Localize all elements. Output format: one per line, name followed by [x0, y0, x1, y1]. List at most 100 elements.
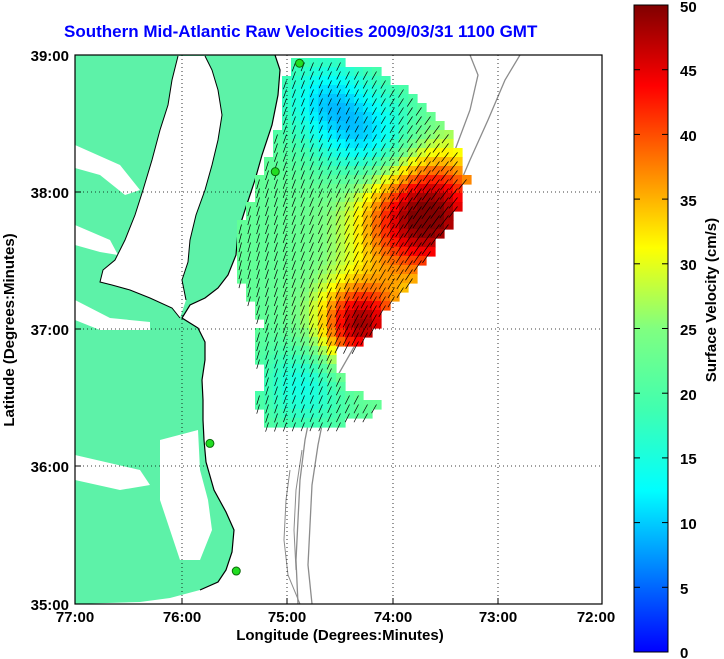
velocity-cell	[381, 148, 391, 158]
velocity-cell	[336, 238, 346, 248]
velocity-cell	[318, 184, 328, 194]
velocity-arrow	[387, 287, 395, 299]
velocity-arrow	[389, 152, 395, 161]
velocity-arrow	[327, 134, 332, 143]
velocity-cell	[300, 103, 310, 113]
velocity-arrow	[336, 134, 341, 142]
velocity-arrow	[247, 215, 251, 226]
velocity-cell	[318, 211, 328, 221]
velocity-arrow	[396, 260, 404, 272]
velocity-arrow	[369, 287, 377, 299]
velocity-arrow	[380, 125, 386, 133]
velocity-cell	[318, 418, 328, 428]
velocity-arrow	[291, 188, 296, 198]
velocity-arrow	[361, 215, 368, 227]
velocity-cell	[264, 274, 274, 284]
velocity-arrow	[344, 242, 350, 253]
velocity-cell	[417, 148, 427, 158]
velocity-cell	[273, 283, 283, 293]
velocity-arrow	[371, 404, 377, 414]
velocity-cell	[426, 193, 436, 203]
velocity-cell	[444, 157, 454, 167]
velocity-arrow	[334, 287, 341, 299]
velocity-arrow	[265, 314, 269, 325]
velocity-arrow	[336, 107, 341, 115]
velocity-cell	[327, 418, 337, 428]
velocity-arrow	[309, 413, 314, 423]
velocity-cell	[345, 238, 355, 248]
velocity-cell	[318, 409, 328, 419]
velocity-arrow	[317, 260, 323, 271]
velocity-arrow	[256, 341, 260, 351]
velocity-arrow	[309, 278, 314, 289]
velocity-cell	[291, 328, 301, 338]
velocity-arrow	[371, 98, 377, 107]
velocity-arrow	[326, 197, 332, 208]
velocity-cell	[390, 229, 400, 239]
velocity-arrow	[415, 116, 422, 125]
velocity-cell	[264, 220, 274, 230]
velocity-cell	[264, 328, 274, 338]
velocity-arrow	[336, 404, 341, 414]
velocity-cell	[435, 166, 445, 176]
velocity-arrow	[351, 305, 359, 319]
velocity-cell	[381, 175, 391, 185]
velocity-cell	[300, 391, 310, 401]
velocity-arrow	[265, 278, 269, 289]
velocity-arrow	[345, 125, 350, 133]
velocity-cell	[390, 121, 400, 131]
velocity-cell	[381, 76, 391, 86]
velocity-cell	[309, 328, 319, 338]
velocity-arrow	[309, 341, 314, 352]
velocity-cell	[273, 157, 283, 167]
velocity-cell	[237, 229, 247, 239]
velocity-arrow	[256, 224, 260, 235]
velocity-arrow	[351, 314, 359, 328]
y-tick-label: 39:00	[31, 48, 69, 65]
velocity-cell	[273, 328, 283, 338]
velocity-cell	[336, 229, 346, 239]
colorbar-tick-label: 25	[680, 322, 697, 339]
velocity-cell	[255, 229, 265, 239]
velocity-arrow	[372, 134, 377, 142]
velocity-arrow	[326, 242, 332, 253]
velocity-cell	[426, 157, 436, 167]
velocity-arrow	[369, 224, 377, 236]
velocity-cell	[264, 373, 274, 383]
velocity-cell	[381, 85, 391, 95]
velocity-cell	[381, 238, 391, 248]
velocity-arrow	[273, 287, 278, 298]
velocity-arrow	[345, 80, 350, 89]
velocity-arrow	[291, 125, 296, 135]
velocity-arrow	[309, 260, 314, 271]
velocity-cell	[363, 67, 373, 77]
velocity-cell	[327, 157, 337, 167]
velocity-cell	[255, 292, 265, 302]
velocity-arrow	[291, 152, 296, 162]
velocity-cell	[354, 130, 364, 140]
velocity-arrow	[301, 116, 305, 125]
velocity-cell	[408, 274, 418, 284]
velocity-arrow	[389, 89, 395, 98]
velocity-cell	[336, 76, 346, 86]
velocity-cell	[291, 148, 301, 158]
velocity-arrow	[318, 62, 323, 71]
velocity-arrow	[353, 197, 359, 208]
velocity-arrow	[300, 242, 305, 253]
velocity-cell	[381, 220, 391, 230]
velocity-arrow	[430, 233, 440, 246]
velocity-cell	[282, 301, 292, 311]
velocity-cell	[309, 265, 319, 275]
velocity-cell	[318, 256, 328, 266]
velocity-arrow	[327, 125, 332, 133]
velocity-cell	[327, 283, 337, 293]
velocity-cell	[327, 310, 337, 320]
velocity-cell	[273, 220, 283, 230]
velocity-cell	[336, 310, 346, 320]
velocity-arrow	[335, 206, 341, 217]
velocity-arrow	[354, 98, 359, 106]
velocity-cell	[300, 121, 310, 131]
velocity-arrow	[265, 197, 269, 208]
velocity-cell	[282, 274, 292, 284]
